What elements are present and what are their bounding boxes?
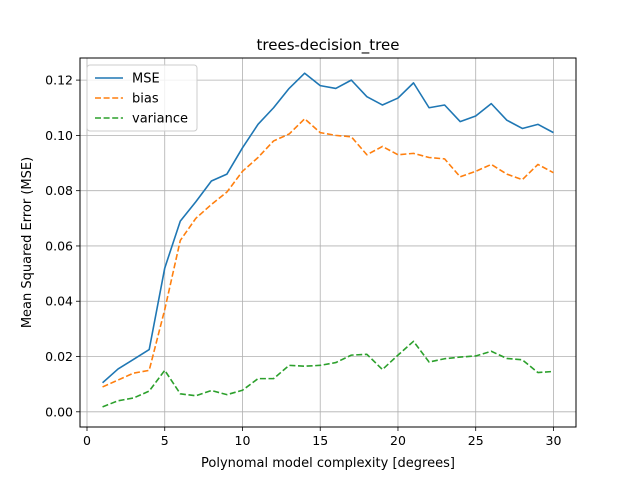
series-line-MSE xyxy=(102,72,554,384)
y-tick-label: 0.00 xyxy=(45,404,73,419)
legend-label-variance: variance xyxy=(132,112,188,127)
x-tick-label: 15 xyxy=(312,433,328,448)
x-tick-label: 5 xyxy=(161,433,169,448)
y-tick-label: 0.04 xyxy=(45,294,73,309)
series-line-variance xyxy=(102,340,554,408)
x-tick-label: 10 xyxy=(235,433,251,448)
legend-box xyxy=(86,64,198,132)
y-tick-label: 0.08 xyxy=(45,183,73,198)
grid xyxy=(80,58,576,427)
y-tick-label: 0.06 xyxy=(45,238,73,253)
plot-frame xyxy=(79,57,577,428)
x-tick-label: 25 xyxy=(468,433,484,448)
chart-title: trees-decision_tree xyxy=(257,36,400,55)
y-tick-label: 0.10 xyxy=(45,128,73,143)
x-tick-label: 30 xyxy=(546,433,562,448)
plot-lines xyxy=(102,72,554,408)
legend-label-bias: bias xyxy=(132,92,159,107)
y-axis-label: Mean Squared Error (MSE) xyxy=(20,157,35,328)
series-line-bias xyxy=(102,118,554,388)
axis-ticks: 0 5 10 15 20 25 30 0.00 0.02 0.04 0.06 0.08 0.10 0.12 xyxy=(45,73,561,448)
legend: MSE bias variance xyxy=(86,64,198,132)
y-tick-label: 0.12 xyxy=(45,73,73,88)
x-tick-label: 0 xyxy=(83,433,91,448)
x-axis-label: Polynomal model complexity [degrees] xyxy=(201,456,455,471)
legend-label-MSE: MSE xyxy=(132,72,160,87)
y-tick-label: 0.02 xyxy=(45,349,73,364)
x-tick-label: 20 xyxy=(390,433,406,448)
